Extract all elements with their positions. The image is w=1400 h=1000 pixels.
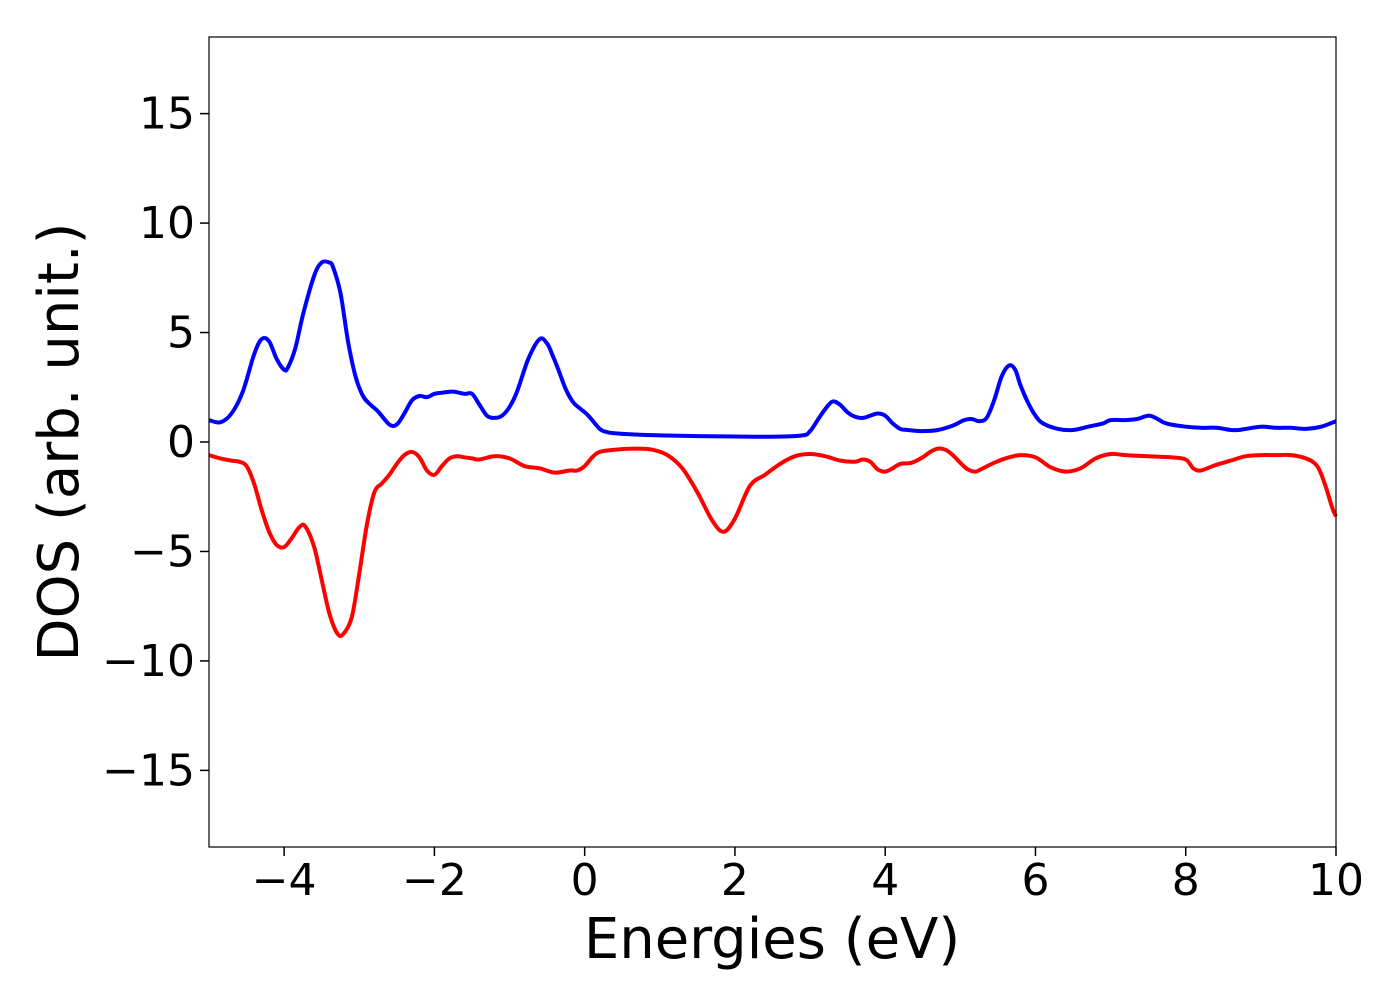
series-lines: [208, 259, 1338, 638]
y-axis-label: DOS (arb. unit.): [27, 222, 92, 661]
y-tick-label: −15: [102, 745, 195, 796]
y-tick-label: 15: [139, 89, 195, 140]
x-tick-label: 8: [1172, 855, 1200, 906]
y-tick-label: 0: [167, 417, 195, 468]
y-tick-label: −5: [130, 526, 195, 577]
x-tick-label: −4: [252, 855, 317, 906]
x-tick-label: 10: [1308, 855, 1364, 906]
y-tick-label: −10: [102, 636, 195, 687]
x-tick-label: 2: [721, 855, 749, 906]
axis-ticks: −4 −2 0 2 4 6 8 10 −15 −10 −5 0 5 10 15: [102, 89, 1364, 906]
dos-series-line-blue: [208, 259, 1337, 439]
dos-series-line-red: [208, 446, 1338, 638]
x-axis-label: Energies (eV): [584, 907, 960, 972]
y-tick-label: 5: [167, 308, 195, 359]
x-tick-label: 6: [1021, 855, 1049, 906]
y-tick-label: 10: [139, 198, 195, 249]
x-tick-label: 4: [871, 855, 899, 906]
x-tick-label: −2: [402, 855, 467, 906]
x-tick-label: 0: [571, 855, 599, 906]
plot-frame: [208, 36, 1337, 848]
